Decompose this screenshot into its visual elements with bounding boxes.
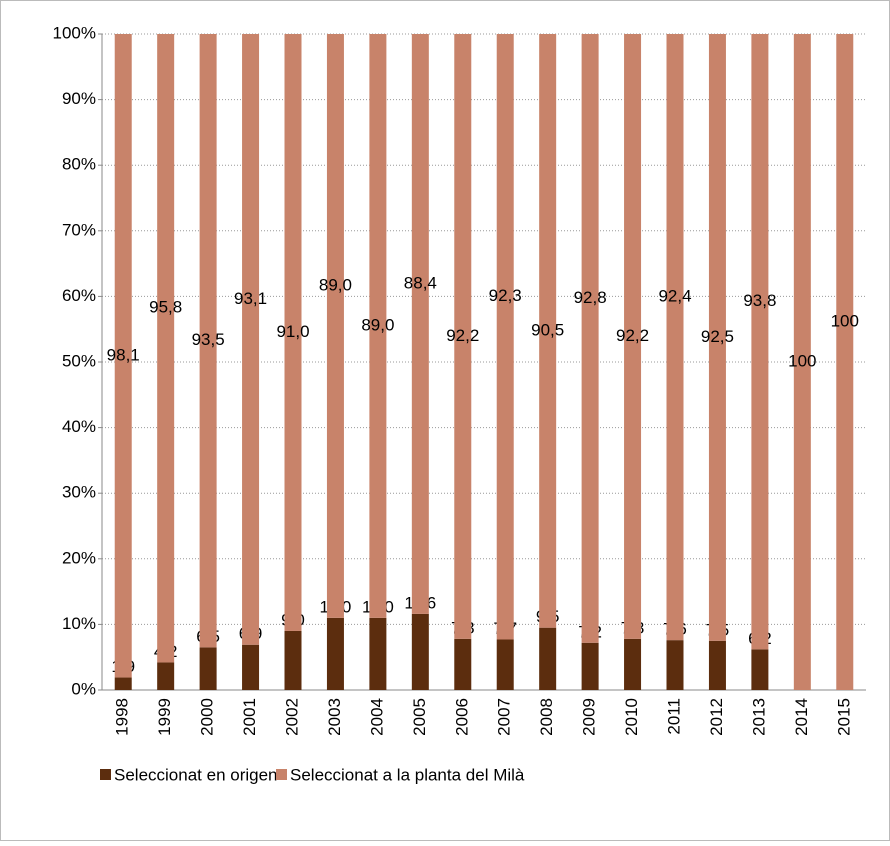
bar-segment [114, 34, 132, 678]
x-tick-label: 2002 [282, 698, 301, 736]
x-tick-label: 2004 [367, 698, 386, 736]
data-label: 100 [831, 311, 859, 330]
x-tick-label: 2010 [622, 698, 641, 736]
x-tick-label: 2015 [834, 698, 853, 736]
bar-segment [539, 627, 557, 690]
y-tick-label: 100% [53, 23, 96, 42]
x-tick-label: 2013 [749, 698, 768, 736]
bar-segment [157, 34, 175, 663]
bar-segment [581, 34, 599, 643]
y-tick-label: 50% [62, 351, 96, 370]
data-label: 91,0 [276, 322, 309, 341]
x-tick-label: 2005 [410, 698, 429, 736]
bar-segment [199, 647, 217, 690]
x-tick-label: 2001 [240, 698, 259, 736]
data-label: 92,8 [574, 288, 607, 307]
x-tick-label: 2000 [198, 698, 217, 736]
x-tick-label: 1999 [155, 698, 174, 736]
legend-swatch [276, 769, 287, 780]
data-label: 95,8 [149, 298, 182, 317]
data-label: 89,0 [319, 275, 352, 294]
x-tick-label: 2008 [537, 698, 556, 736]
y-tick-label: 30% [62, 483, 96, 502]
legend-label: Seleccionat en origen [114, 765, 278, 784]
bar-segment [624, 638, 642, 690]
x-tick-label: 2011 [664, 698, 683, 735]
bar-segment [199, 34, 217, 648]
data-label: 93,5 [192, 330, 225, 349]
data-label: 98,1 [107, 345, 140, 364]
bar-segment [581, 642, 599, 690]
x-tick-label: 2003 [325, 698, 344, 736]
data-label: 92,2 [616, 326, 649, 345]
bar-segment [836, 34, 854, 690]
legend-label: Seleccionat a la planta del Milà [290, 765, 525, 784]
x-tick-label: 2007 [495, 698, 514, 736]
data-label: 93,1 [234, 289, 267, 308]
x-tick-label: 2012 [707, 698, 726, 736]
bar-segment [242, 34, 260, 645]
bar-segment [454, 638, 472, 690]
x-tick-label: 1998 [113, 698, 132, 736]
x-tick-label: 2014 [792, 698, 811, 736]
bar-segment [284, 34, 302, 631]
bar-segment [708, 640, 726, 690]
bar-segment [326, 617, 344, 690]
bar-segment [284, 630, 302, 690]
y-tick-label: 90% [62, 89, 96, 108]
data-label: 92,4 [658, 287, 691, 306]
data-label: 89,0 [361, 315, 394, 334]
bar-segment [326, 34, 344, 618]
bar-segment [496, 34, 514, 640]
y-tick-label: 70% [62, 220, 96, 239]
data-label: 100 [788, 351, 816, 370]
bar-segment [411, 613, 429, 690]
bar-segment [624, 34, 642, 639]
data-label: 93,8 [743, 291, 776, 310]
bar-segment [666, 34, 684, 641]
bar-segment [793, 34, 811, 690]
data-label: 92,2 [446, 326, 479, 345]
bar-segment [369, 34, 387, 618]
legend-swatch [100, 769, 111, 780]
bar-segment [454, 34, 472, 639]
bar-segment [666, 640, 684, 690]
data-label: 90,5 [531, 320, 564, 339]
x-tick-label: 2009 [580, 698, 599, 736]
y-tick-label: 10% [62, 614, 96, 633]
y-tick-label: 80% [62, 155, 96, 174]
bar-segment [539, 34, 557, 628]
bar-segment [708, 34, 726, 641]
bar-segment [157, 662, 175, 690]
bar-segment [114, 677, 132, 690]
bar-segment [242, 644, 260, 690]
x-tick-label: 2006 [452, 698, 471, 736]
y-tick-label: 20% [62, 548, 96, 567]
bar-segment [411, 34, 429, 614]
data-label: 92,3 [489, 286, 522, 305]
data-label: 92,5 [701, 327, 734, 346]
y-tick-label: 40% [62, 417, 96, 436]
bar-segment [751, 649, 769, 690]
data-label: 88,4 [404, 273, 437, 292]
bar-segment [751, 34, 769, 650]
y-tick-label: 0% [71, 679, 96, 698]
bar-segment [369, 617, 387, 690]
y-tick-label: 60% [62, 286, 96, 305]
bar-segment [496, 639, 514, 690]
